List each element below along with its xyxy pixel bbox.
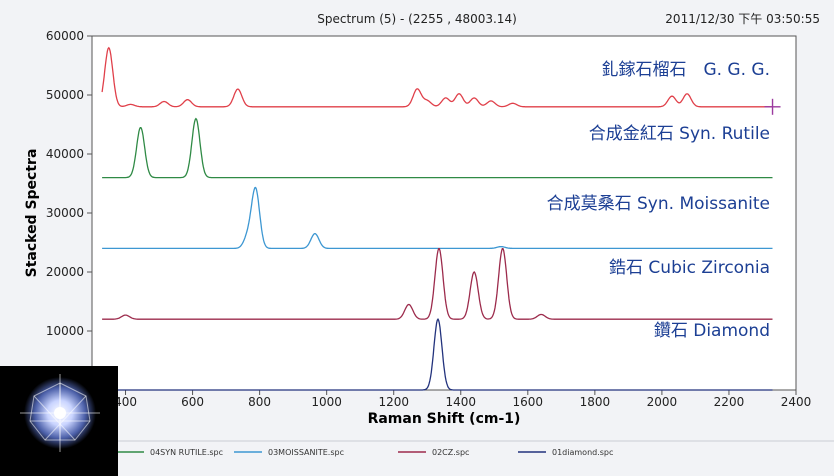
- legend-label: 04SYN RUTILE.spc: [150, 448, 223, 457]
- legend-item[interactable]: 01diamond.spc: [518, 448, 613, 457]
- x-tick-label: 2200: [714, 395, 745, 409]
- series-label-3: 鋯石 Cubic Zirconia: [609, 258, 770, 278]
- y-tick-label: 20000: [46, 265, 84, 279]
- legend-item[interactable]: 03MOISSANITE.spc: [234, 448, 344, 457]
- legend-item[interactable]: 02CZ.spc: [398, 448, 469, 457]
- plot-area: [91, 35, 797, 391]
- series-label-1: 合成金紅石 Syn. Rutile: [589, 124, 770, 144]
- x-axis-label: Raman Shift (cm-1): [368, 411, 521, 427]
- series-line-1: [102, 117, 773, 179]
- series-label-4: 鑽石 Diamond: [654, 321, 770, 341]
- x-tick-label: 800: [248, 395, 271, 409]
- legend-item[interactable]: 04SYN RUTILE.spc: [116, 448, 223, 457]
- series-label-0: 釓鎵石榴石 G. G. G.: [601, 60, 770, 80]
- diamond-thumbnail: [0, 366, 118, 476]
- x-tick-label: 2400: [781, 395, 812, 409]
- x-tick-label: 600: [181, 395, 204, 409]
- series-line-3: [102, 247, 773, 320]
- y-tick-label: 10000: [46, 324, 84, 338]
- series-line-0: [101, 46, 773, 108]
- y-tick-label: 40000: [46, 147, 84, 161]
- y-tick-label: 60000: [46, 29, 84, 43]
- series-line-2: [102, 186, 773, 250]
- legend-label: 03MOISSANITE.spc: [268, 448, 344, 457]
- x-tick-label: 1400: [445, 395, 476, 409]
- x-tick-label: 1200: [378, 395, 409, 409]
- y-tick-label: 50000: [46, 88, 84, 102]
- y-axis-label: Stacked Spectra: [24, 149, 40, 278]
- y-tick-label: 30000: [46, 206, 84, 220]
- legend-label: 02CZ.spc: [432, 448, 469, 457]
- legend-label: 01diamond.spc: [552, 448, 613, 457]
- x-tick-label: 1000: [311, 395, 342, 409]
- spectrum-title: Spectrum (5) - (2255 , 48003.14): [317, 12, 517, 26]
- series-label-2: 合成莫桑石 Syn. Moissanite: [547, 194, 770, 214]
- timestamp: 2011/12/30 下午 03:50:55: [665, 12, 820, 26]
- x-tick-label: 400: [114, 395, 137, 409]
- x-tick-label: 1600: [513, 395, 544, 409]
- x-tick-label: 1800: [580, 395, 611, 409]
- series-line-4: [102, 318, 773, 391]
- x-tick-label: 2000: [647, 395, 678, 409]
